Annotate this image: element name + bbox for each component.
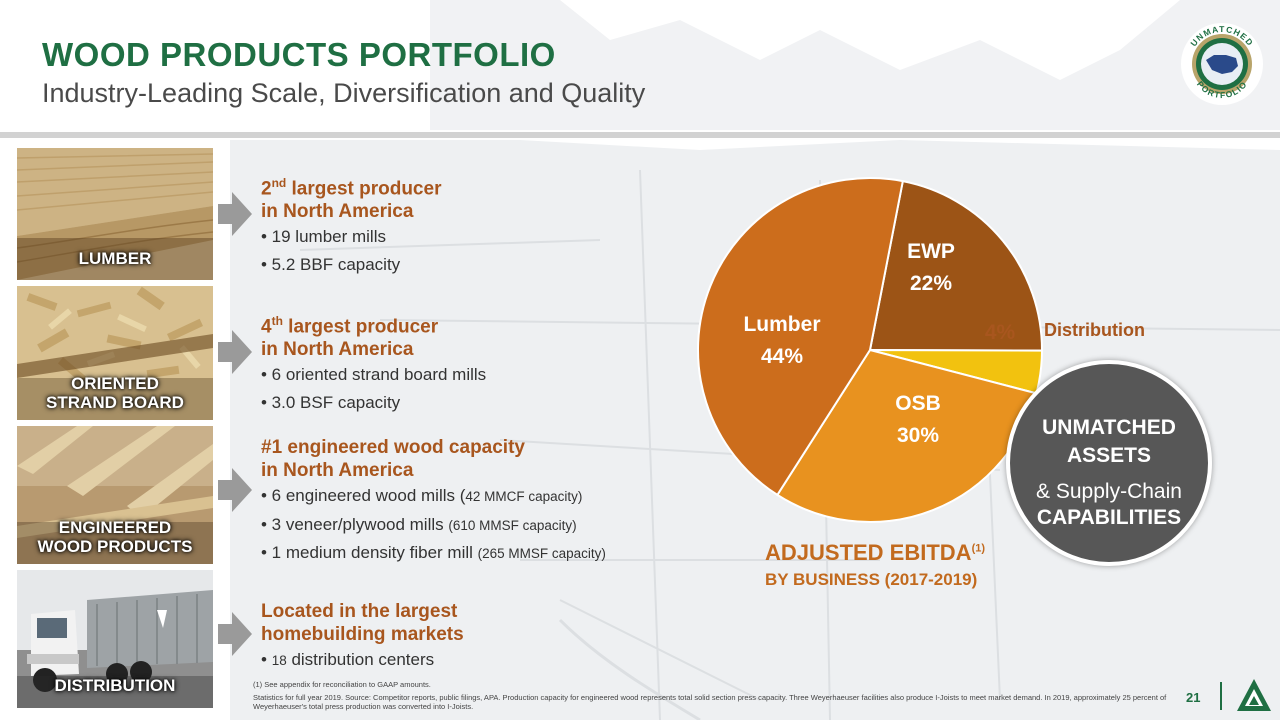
list-item: • 6 engineered wood mills (42 MMCF capac… bbox=[261, 486, 583, 505]
lumber-summary: 2nd largest producer in North America • … bbox=[261, 172, 441, 278]
ebitda-pie-chart bbox=[697, 177, 1044, 523]
list-item: • 5.2 BBF capacity bbox=[261, 254, 401, 274]
pie-label-distribution-name: Distribution bbox=[1044, 320, 1145, 340]
arrow-right-icon bbox=[218, 330, 252, 374]
ewp-summary: #1 engineered wood capacity in North Ame… bbox=[261, 436, 606, 568]
source-note: Statistics for full year 2019. Source: C… bbox=[253, 693, 1167, 711]
ewp-heading: #1 engineered wood capacity in North Ame… bbox=[261, 437, 525, 481]
footer-divider bbox=[1220, 682, 1222, 710]
list-item: • 3 veneer/plywood mills (610 MMSF capac… bbox=[261, 514, 577, 534]
pie-label-lumber: Lumber 44% bbox=[743, 313, 821, 368]
pie-slice-lumber bbox=[697, 177, 904, 497]
distribution-caption: DISTRIBUTION bbox=[54, 676, 176, 695]
arrow-right-icon bbox=[218, 612, 252, 656]
arrow-right-icon bbox=[218, 192, 252, 236]
page-number: 21 bbox=[1186, 690, 1201, 705]
list-item: • 3.0 BSF capacity bbox=[261, 392, 401, 412]
osb-caption: ORIENTED STRAND BOARD bbox=[17, 374, 213, 412]
list-item: • 19 lumber mills bbox=[261, 227, 386, 247]
unmatched-portfolio-seal: UNMATCHED PORTFOLIO bbox=[1181, 23, 1263, 105]
osb-caption-line2: STRAND BOARD bbox=[46, 393, 184, 412]
list-item: • 6 oriented strand board mills bbox=[261, 365, 487, 385]
callout-line3: & Supply-Chain bbox=[1036, 480, 1182, 503]
page-subtitle: Industry-Leading Scale, Diversification … bbox=[42, 78, 646, 108]
pie-label-distribution-value: 4% bbox=[984, 321, 1016, 344]
pie-slice-ewp bbox=[868, 179, 1043, 352]
unmatched-assets-callout: UNMATCHED ASSETS & Supply-Chain CAPABILIT… bbox=[1006, 360, 1212, 566]
chart-subtitle: BY BUSINESS (2017-2019) bbox=[765, 570, 978, 589]
page-title: WOOD PRODUCTS PORTFOLIO bbox=[42, 36, 556, 73]
ewp-caption-line1: ENGINEERED bbox=[58, 518, 172, 537]
distribution-summary: Located in the largest homebuilding mark… bbox=[261, 600, 464, 675]
pie-label-ewp: EWP 22% bbox=[907, 240, 955, 295]
footnote: (1) See appendix for reconciliation to G… bbox=[253, 680, 431, 689]
list-item: • 18 distribution centers bbox=[261, 650, 435, 669]
lumber-photo-tile: LUMBER bbox=[17, 148, 213, 280]
company-logo-icon bbox=[1237, 679, 1271, 711]
pie-label-osb: OSB 30% bbox=[895, 392, 941, 447]
distribution-heading: Located in the largest homebuilding mark… bbox=[261, 601, 464, 645]
osb-caption-line1: ORIENTED bbox=[71, 374, 159, 393]
osb-heading: 4th largest producer in North America bbox=[261, 314, 439, 361]
list-item: • 1 medium density fiber mill (265 MMSF … bbox=[261, 543, 606, 562]
arrow-right-icon bbox=[218, 468, 252, 512]
callout-line4: CAPABILITIES bbox=[1036, 506, 1182, 529]
osb-photo-tile: ORIENTED STRAND BOARD bbox=[17, 286, 213, 420]
chart-title: ADJUSTED EBITDA(1) bbox=[765, 540, 986, 565]
ewp-photo-tile: ENGINEERED WOOD PRODUCTS bbox=[17, 426, 213, 564]
lumber-caption: LUMBER bbox=[78, 249, 152, 268]
osb-summary: 4th largest producer in North America • … bbox=[261, 310, 486, 416]
lumber-heading: 2nd largest producer in North America bbox=[261, 176, 442, 223]
distribution-photo-tile: DISTRIBUTION bbox=[17, 570, 213, 708]
callout-heading: UNMATCHED ASSETS bbox=[1042, 416, 1176, 467]
header-divider bbox=[0, 132, 1280, 138]
ewp-caption-line2: WOOD PRODUCTS bbox=[37, 537, 193, 556]
ewp-caption: ENGINEERED WOOD PRODUCTS bbox=[17, 518, 213, 556]
